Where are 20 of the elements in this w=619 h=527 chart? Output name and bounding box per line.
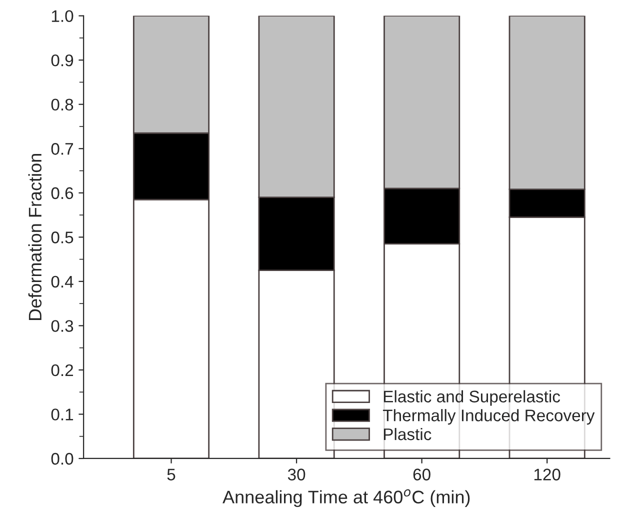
x-tick-label: 30 <box>288 468 306 480</box>
y-tick-label: 0.5 <box>51 232 74 244</box>
y-tick-label: 0.6 <box>51 187 74 200</box>
y-tick-label: 0.2 <box>51 364 74 376</box>
y-tick-label: 0.1 <box>51 408 74 420</box>
legend-label: Plastic <box>384 428 432 440</box>
y-tick-label: 0.3 <box>51 320 74 332</box>
legend-label: Thermally Induced Recovery <box>382 409 595 425</box>
y-tick-label: 0.9 <box>51 54 74 66</box>
y-tick-label: 1.0 <box>52 10 74 22</box>
y-tick-label: 0.8 <box>51 98 74 111</box>
y-axis-title: Deformation Fraction <box>28 154 42 320</box>
x-tick-label: 5 <box>167 468 176 480</box>
y-tick-label: 0.7 <box>51 143 74 155</box>
legend-label: Elastic and Superelastic <box>384 390 560 406</box>
x-tick-label: 60 <box>413 468 430 480</box>
y-tick-label: 0.4 <box>51 276 74 288</box>
x-axis-title: Annealing Time at 460$^{o}$C (min) <box>222 489 470 508</box>
x-tick-label: 120 <box>534 468 560 480</box>
y-tick-label: 0.0 <box>51 452 74 465</box>
